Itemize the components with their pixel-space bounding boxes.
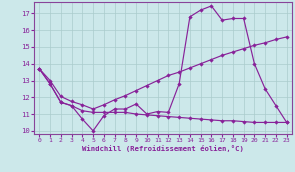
X-axis label: Windchill (Refroidissement éolien,°C): Windchill (Refroidissement éolien,°C) [82,145,244,152]
